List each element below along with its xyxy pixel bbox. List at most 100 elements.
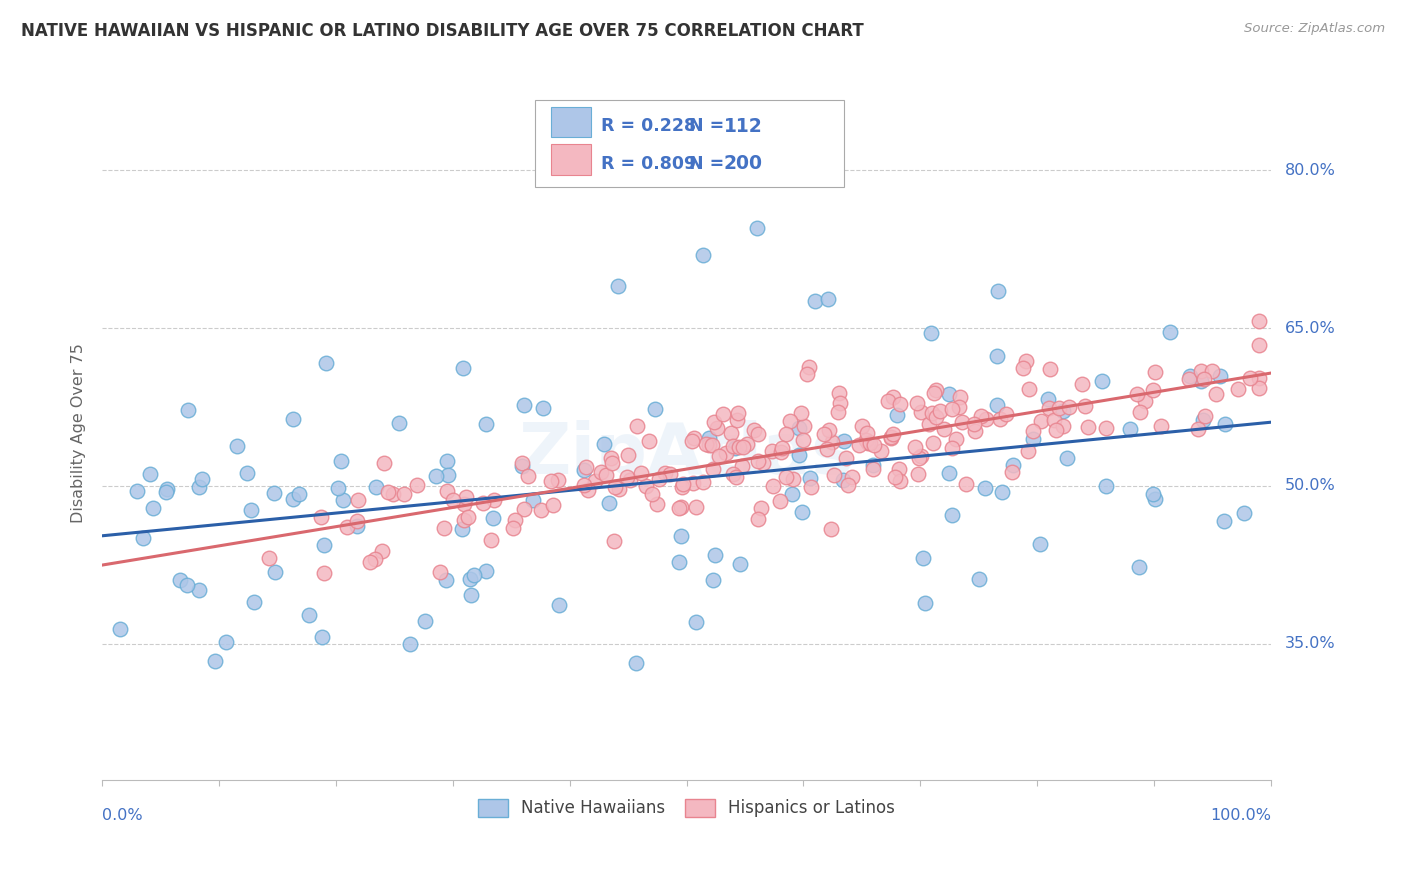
Point bbox=[312, 566, 335, 580]
Point bbox=[917, 417, 939, 432]
Point bbox=[1249, 314, 1271, 328]
Point bbox=[637, 434, 659, 448]
Point bbox=[1189, 364, 1212, 378]
Point bbox=[862, 462, 884, 476]
Point bbox=[950, 415, 973, 429]
Point bbox=[1194, 409, 1216, 423]
Point bbox=[702, 462, 724, 476]
Point bbox=[828, 396, 851, 410]
Point bbox=[434, 573, 457, 587]
Point bbox=[914, 596, 936, 610]
Point bbox=[475, 417, 498, 431]
Point bbox=[1039, 362, 1062, 376]
Text: 35.0%: 35.0% bbox=[1285, 636, 1336, 651]
Point bbox=[572, 463, 595, 477]
Point bbox=[851, 418, 873, 433]
Text: R = 0.228: R = 0.228 bbox=[602, 117, 696, 135]
Point bbox=[821, 434, 844, 449]
Point bbox=[187, 582, 209, 597]
Point bbox=[745, 220, 768, 235]
Point bbox=[831, 473, 853, 487]
Point bbox=[1018, 382, 1040, 396]
Point bbox=[510, 456, 533, 470]
Point bbox=[346, 492, 368, 507]
Point bbox=[1047, 401, 1070, 415]
Point bbox=[572, 478, 595, 492]
Point bbox=[1201, 364, 1223, 378]
Point bbox=[482, 493, 505, 508]
Point bbox=[848, 438, 870, 452]
Point bbox=[879, 430, 901, 444]
Point bbox=[672, 477, 695, 491]
Point bbox=[720, 425, 742, 440]
Point bbox=[540, 474, 562, 488]
Point bbox=[1128, 405, 1150, 419]
Point bbox=[457, 509, 479, 524]
Point bbox=[281, 492, 304, 507]
Point bbox=[1126, 387, 1149, 401]
Point bbox=[451, 361, 474, 376]
Point bbox=[382, 486, 405, 500]
Point bbox=[1095, 479, 1118, 493]
Point bbox=[132, 532, 155, 546]
Point bbox=[1036, 392, 1059, 407]
Point bbox=[1043, 413, 1066, 427]
Point bbox=[1178, 371, 1201, 385]
Point bbox=[761, 444, 783, 458]
Point bbox=[595, 467, 617, 482]
Point bbox=[1056, 451, 1078, 466]
Point bbox=[924, 386, 946, 401]
Point bbox=[576, 483, 599, 497]
Point bbox=[904, 441, 927, 455]
Point bbox=[713, 408, 735, 422]
Point bbox=[359, 555, 381, 569]
Point bbox=[188, 480, 211, 494]
Point bbox=[669, 500, 692, 515]
Point bbox=[827, 405, 849, 419]
Point bbox=[797, 360, 820, 375]
Point bbox=[388, 416, 411, 430]
Point bbox=[995, 407, 1018, 421]
Text: 0.0%: 0.0% bbox=[103, 808, 143, 823]
Point bbox=[239, 502, 262, 516]
Point bbox=[156, 482, 179, 496]
Point bbox=[1128, 560, 1150, 574]
Point bbox=[281, 412, 304, 426]
Point bbox=[1239, 371, 1261, 385]
Point bbox=[837, 477, 859, 491]
Point bbox=[1091, 374, 1114, 388]
Point bbox=[905, 396, 928, 410]
Point bbox=[721, 467, 744, 481]
Point bbox=[425, 469, 447, 483]
Point bbox=[547, 473, 569, 487]
Point bbox=[695, 437, 717, 451]
Point bbox=[925, 383, 948, 397]
Text: 100.0%: 100.0% bbox=[1209, 808, 1271, 823]
Point bbox=[817, 423, 839, 437]
Point bbox=[702, 573, 724, 587]
Point bbox=[910, 449, 932, 463]
Point bbox=[659, 467, 682, 482]
Point bbox=[699, 431, 721, 445]
Point bbox=[371, 543, 394, 558]
Point bbox=[823, 468, 845, 483]
Point bbox=[242, 595, 264, 609]
Point bbox=[110, 622, 132, 636]
Point bbox=[815, 442, 838, 456]
Point bbox=[1187, 422, 1209, 436]
Point bbox=[782, 487, 804, 501]
Point bbox=[482, 511, 505, 525]
Point bbox=[1045, 423, 1067, 437]
Point bbox=[169, 573, 191, 587]
Point bbox=[1191, 412, 1213, 426]
Point bbox=[803, 293, 825, 308]
Point bbox=[779, 415, 801, 429]
Point bbox=[502, 520, 524, 534]
Point bbox=[703, 548, 725, 562]
Point bbox=[938, 386, 960, 401]
Point bbox=[399, 637, 422, 651]
Point bbox=[264, 565, 287, 579]
Point bbox=[963, 417, 986, 432]
Point bbox=[191, 472, 214, 486]
Point bbox=[1077, 419, 1099, 434]
